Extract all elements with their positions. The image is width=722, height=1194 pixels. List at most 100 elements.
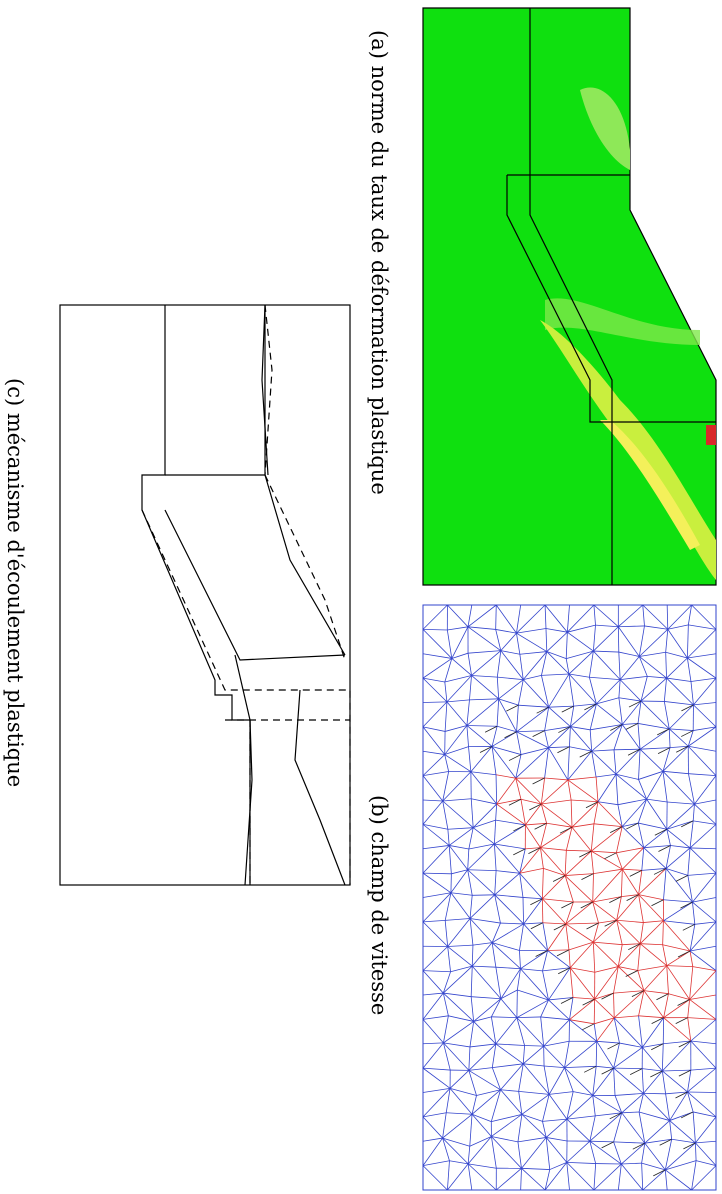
mesh-edge [691, 604, 717, 630]
velocity-arrow [609, 826, 623, 833]
mesh-edge [687, 1017, 717, 1020]
mesh-edge [620, 675, 648, 680]
mesh-edge [695, 1116, 717, 1144]
mesh-edge [669, 1091, 688, 1121]
velocity-arrow [676, 745, 689, 753]
mesh-edge [519, 872, 543, 900]
mesh-edge [687, 1070, 692, 1093]
mesh-edge [546, 651, 567, 659]
mesh-edge [613, 1067, 644, 1094]
mesh-edge [467, 869, 495, 896]
mesh-edge [639, 920, 664, 944]
mesh-edge [593, 604, 596, 626]
mesh-edge [468, 1046, 471, 1071]
mesh-edge [491, 942, 521, 970]
mesh-edge [571, 823, 594, 828]
mesh-edge [689, 994, 717, 1000]
mesh-edge [647, 675, 667, 679]
mesh-edge [422, 800, 444, 825]
mesh-edge [621, 1112, 646, 1144]
mesh-edge [594, 966, 619, 1000]
mesh-edge [422, 604, 448, 630]
mesh-edge [549, 1091, 574, 1095]
mesh-edge [520, 968, 549, 1001]
velocity-arrow [582, 1023, 595, 1031]
mesh-edge [638, 770, 664, 780]
mesh-edge [663, 678, 667, 702]
mesh-edge [548, 705, 574, 708]
mesh-edge [640, 677, 667, 702]
velocity-arrow [629, 869, 642, 877]
mesh-edge [638, 868, 667, 895]
mesh-edge [617, 804, 623, 827]
mesh-edge [665, 1142, 696, 1171]
velocity-arrow [553, 923, 566, 931]
mesh-edge [495, 774, 498, 805]
mesh-edge [422, 823, 448, 830]
mesh-edge [495, 966, 521, 970]
mesh-edge [544, 747, 549, 779]
mesh-edge [564, 850, 567, 876]
mesh-edge [638, 1111, 670, 1121]
mesh-edge [615, 773, 639, 780]
mesh-edge [496, 777, 517, 805]
mesh-edge [471, 942, 493, 967]
mesh-edge [663, 901, 693, 922]
mesh-edge [468, 827, 474, 850]
mesh-edge [613, 966, 619, 994]
mesh-edge [613, 724, 623, 750]
mesh-edge [541, 868, 544, 899]
mesh-edge [467, 604, 473, 627]
mesh-edge [422, 754, 445, 776]
mesh-edge [594, 992, 614, 1000]
mesh-edge [495, 629, 502, 651]
mesh-edge [566, 1118, 591, 1142]
mesh-edge [566, 1162, 595, 1191]
mesh-edge [491, 1067, 501, 1090]
mesh-edge [591, 750, 617, 775]
mesh-edge [596, 703, 623, 725]
velocity-arrow [680, 1111, 694, 1119]
velocity-arrow [528, 847, 541, 854]
mesh-edge [637, 723, 670, 730]
mesh-edge [690, 677, 717, 682]
mesh-edge [500, 968, 521, 999]
mesh-edge [473, 819, 496, 829]
mesh-edge [589, 677, 597, 705]
mesh-edge [540, 1016, 570, 1021]
mesh-edge [592, 901, 599, 924]
velocity-arrow [556, 949, 570, 957]
mesh-edge [693, 702, 717, 706]
mesh-edge [494, 824, 526, 845]
mesh-edge [422, 799, 443, 802]
mesh-edge [638, 1015, 643, 1048]
mesh-edge [613, 990, 645, 1019]
mesh-edge [613, 749, 617, 775]
mesh-edge [519, 654, 524, 680]
mesh-edge [689, 847, 717, 874]
mesh-edge [619, 656, 640, 680]
mesh-edge [543, 1040, 570, 1047]
velocity-arrow [601, 992, 614, 1000]
mesh-edge [618, 679, 621, 698]
mesh-edge [589, 729, 593, 752]
mesh-edge [521, 1168, 546, 1191]
mesh-edge [520, 968, 543, 972]
mesh-edge [545, 1118, 568, 1138]
mesh-edge [613, 1047, 643, 1069]
mesh-edge [642, 1017, 664, 1048]
mesh-edge [665, 868, 693, 903]
mesh-edge [617, 943, 641, 967]
mesh-edge [666, 604, 669, 630]
mesh-edge [467, 843, 495, 871]
mesh-edge [469, 918, 474, 946]
mesh-edge [688, 624, 717, 630]
mesh-edge [471, 996, 501, 1000]
mesh-edge [565, 901, 574, 925]
mesh-edge [588, 651, 594, 678]
mesh-edge [594, 966, 619, 973]
mechanism [164, 509, 346, 661]
mesh-edge [593, 650, 621, 680]
mesh-edge [593, 1163, 622, 1191]
mesh-edge [592, 1095, 622, 1114]
